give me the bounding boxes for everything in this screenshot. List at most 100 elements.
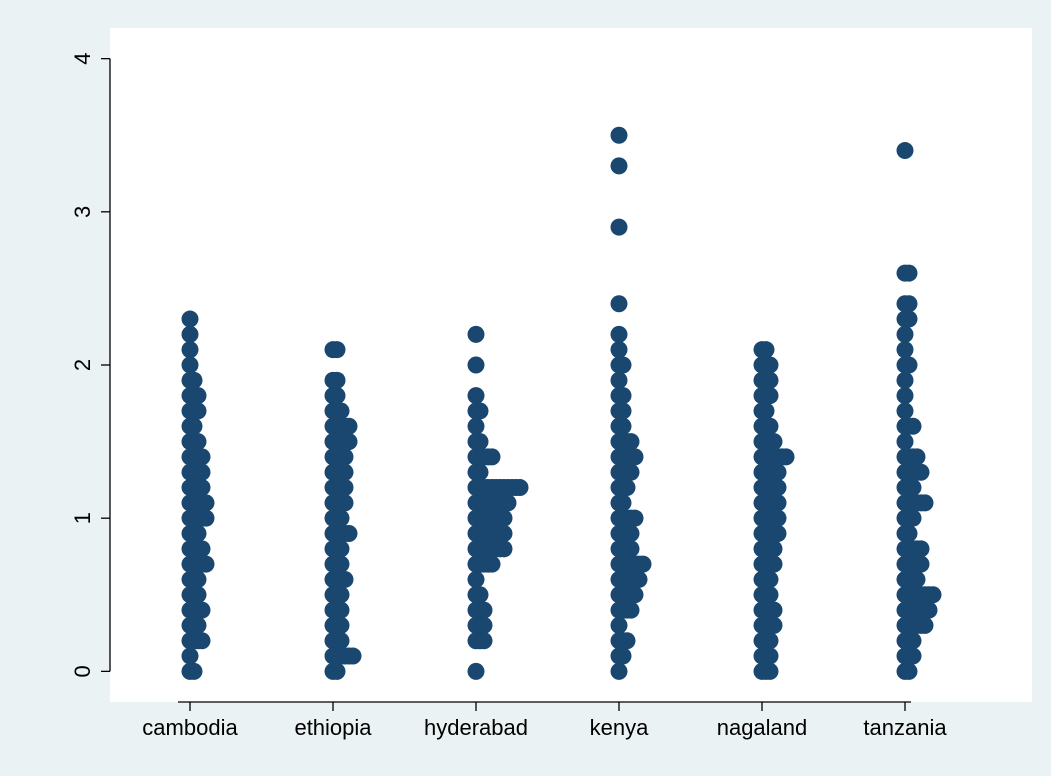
dot bbox=[904, 509, 922, 527]
dot bbox=[483, 448, 501, 466]
dot bbox=[193, 479, 211, 497]
dot bbox=[896, 341, 914, 359]
dot bbox=[765, 540, 783, 558]
plot-area bbox=[110, 28, 1032, 702]
dot bbox=[332, 616, 350, 634]
dot bbox=[896, 387, 914, 405]
dot bbox=[336, 479, 354, 497]
dot bbox=[916, 616, 934, 634]
dot bbox=[332, 632, 350, 650]
y-tick-label: 4 bbox=[70, 53, 95, 65]
x-axis: cambodia ethiopia hyderabad kenya nagaland ta… bbox=[142, 701, 947, 740]
dot bbox=[189, 433, 207, 451]
dot bbox=[904, 647, 922, 665]
dot bbox=[467, 387, 485, 405]
dot bbox=[610, 126, 628, 144]
dot-group-nagaland bbox=[753, 341, 795, 680]
dot bbox=[769, 479, 787, 497]
dot bbox=[495, 525, 513, 542]
dot bbox=[193, 540, 211, 558]
dot bbox=[900, 310, 918, 328]
dot bbox=[471, 402, 489, 420]
dot bbox=[900, 295, 918, 313]
dot bbox=[328, 341, 346, 359]
dot bbox=[495, 509, 513, 527]
dot bbox=[761, 417, 779, 435]
y-tick-label: 0 bbox=[70, 665, 95, 677]
dot bbox=[626, 448, 644, 466]
dot bbox=[610, 371, 628, 389]
dot bbox=[197, 509, 215, 527]
dot bbox=[181, 647, 199, 665]
dot bbox=[761, 356, 779, 374]
dot bbox=[483, 555, 501, 573]
dot bbox=[757, 402, 775, 420]
dot bbox=[916, 494, 934, 512]
dot bbox=[197, 555, 215, 573]
dot bbox=[610, 662, 628, 680]
dot bbox=[189, 586, 207, 604]
dot bbox=[328, 387, 346, 405]
dot bbox=[332, 509, 350, 527]
x-tick-label-nagaland: nagaland bbox=[717, 715, 808, 740]
dot bbox=[610, 157, 628, 175]
dot bbox=[328, 371, 346, 389]
dot bbox=[896, 142, 914, 160]
dot bbox=[610, 295, 628, 313]
dot bbox=[908, 570, 926, 588]
dot bbox=[896, 325, 914, 343]
dot bbox=[475, 616, 493, 634]
dot bbox=[511, 479, 529, 497]
dot bbox=[181, 325, 199, 343]
dot bbox=[193, 463, 211, 481]
dot bbox=[614, 402, 632, 420]
dot bbox=[769, 463, 787, 481]
dot bbox=[332, 601, 350, 619]
dot bbox=[185, 371, 203, 389]
dot-marks bbox=[181, 126, 942, 680]
dot bbox=[908, 448, 926, 466]
y-tick-label: 3 bbox=[70, 206, 95, 218]
dot bbox=[896, 371, 914, 389]
dot bbox=[765, 601, 783, 619]
dot bbox=[618, 479, 636, 497]
y-tick-label: 2 bbox=[70, 359, 95, 371]
dot bbox=[761, 632, 779, 650]
dot bbox=[471, 463, 489, 481]
dot bbox=[467, 662, 485, 680]
dot bbox=[467, 570, 485, 588]
x-tick-label-cambodia: cambodia bbox=[142, 715, 238, 740]
dot bbox=[622, 601, 640, 619]
dot bbox=[761, 387, 779, 405]
dot bbox=[904, 479, 922, 497]
dot bbox=[761, 570, 779, 588]
x-tick-label-kenya: kenya bbox=[590, 715, 649, 740]
dot bbox=[193, 632, 211, 650]
x-tick-label-hyderabad: hyderabad bbox=[424, 715, 528, 740]
dot bbox=[193, 601, 211, 619]
dot-group-kenya bbox=[610, 126, 652, 680]
dot bbox=[193, 448, 211, 466]
dot bbox=[189, 616, 207, 634]
dot bbox=[614, 494, 632, 512]
dot bbox=[475, 632, 493, 650]
dot bbox=[332, 586, 350, 604]
dot bbox=[777, 448, 795, 466]
dot bbox=[912, 555, 930, 573]
dot bbox=[332, 555, 350, 573]
dot bbox=[912, 540, 930, 558]
dot bbox=[622, 463, 640, 481]
dot bbox=[499, 494, 517, 512]
dot bbox=[328, 662, 346, 680]
dot bbox=[181, 310, 199, 328]
dot bbox=[765, 555, 783, 573]
dot bbox=[896, 402, 914, 420]
dot bbox=[332, 402, 350, 420]
dot bbox=[761, 586, 779, 604]
dot-group-ethiopia bbox=[324, 341, 362, 680]
dot bbox=[197, 494, 215, 512]
dot bbox=[340, 417, 358, 435]
dot bbox=[610, 218, 628, 236]
dot bbox=[495, 540, 513, 558]
